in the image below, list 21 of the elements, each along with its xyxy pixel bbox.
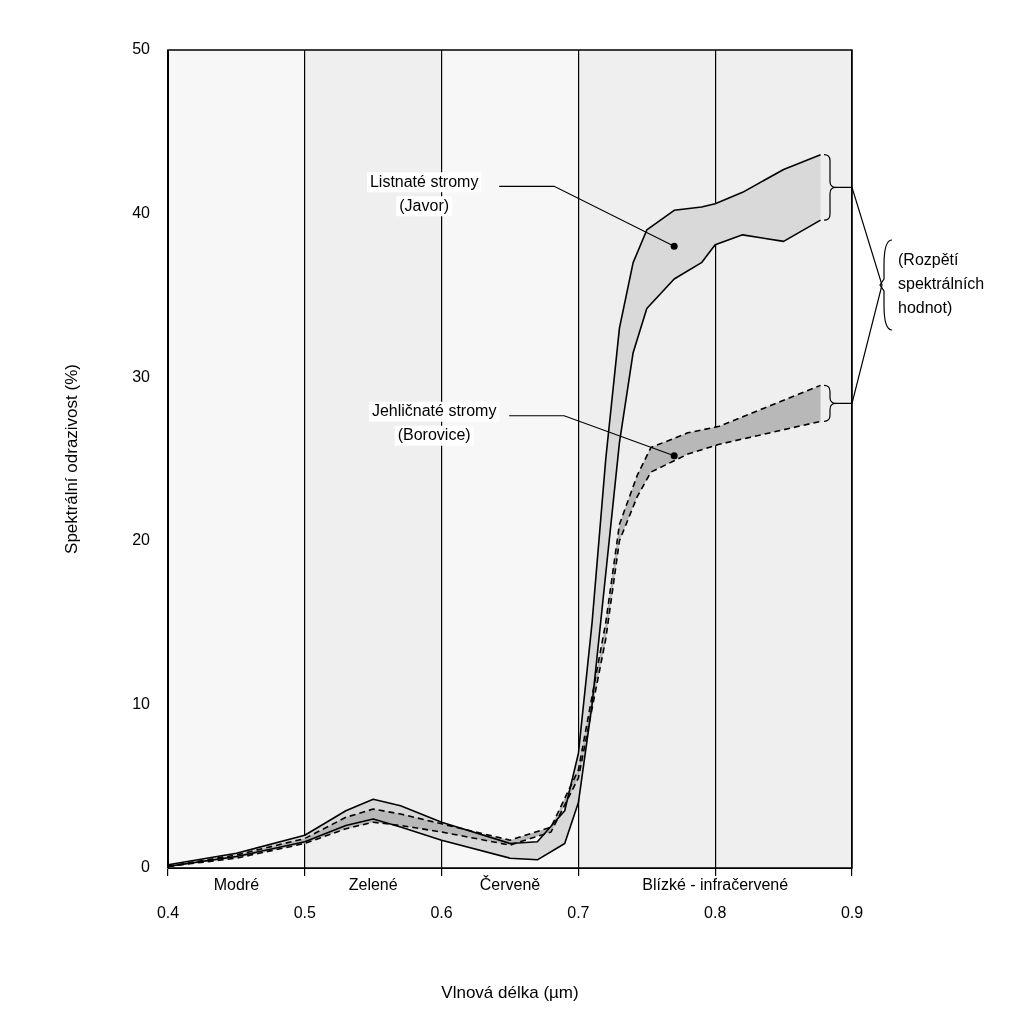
x-tick-label: 0.6 <box>430 904 453 922</box>
x-tick-label: 0.8 <box>704 904 727 922</box>
x-axis-title: Vlnová délka (µm) <box>441 983 579 1003</box>
band-label: Blízké - infračervené <box>642 876 789 894</box>
band-label: Modré <box>213 876 260 894</box>
x-tick-label: 0.5 <box>293 904 317 922</box>
text: (Rozpětí spektrálních hodnot) <box>898 251 985 317</box>
y-tick-label: 10 <box>132 694 151 712</box>
y-axis-title: Spektrální odrazivost (%) <box>61 364 81 554</box>
y-tick-label: 50 <box>132 40 151 58</box>
y-tick-label: 20 <box>132 531 151 549</box>
band-label: Červeně <box>479 875 541 894</box>
x-tick-label: 0.7 <box>567 904 590 922</box>
y-tick-label: 30 <box>132 367 151 385</box>
y-tick-label: 0 <box>141 858 151 876</box>
x-tick-label: 0.9 <box>840 904 864 922</box>
annotation: Jehličnaté stromy (Borovice) <box>371 402 497 444</box>
annotation: Listnaté stromy (Javor) <box>369 172 479 214</box>
y-tick-label: 40 <box>132 204 151 222</box>
x-tick-label: 0.4 <box>156 904 180 922</box>
band-label: Zelené <box>348 876 398 894</box>
